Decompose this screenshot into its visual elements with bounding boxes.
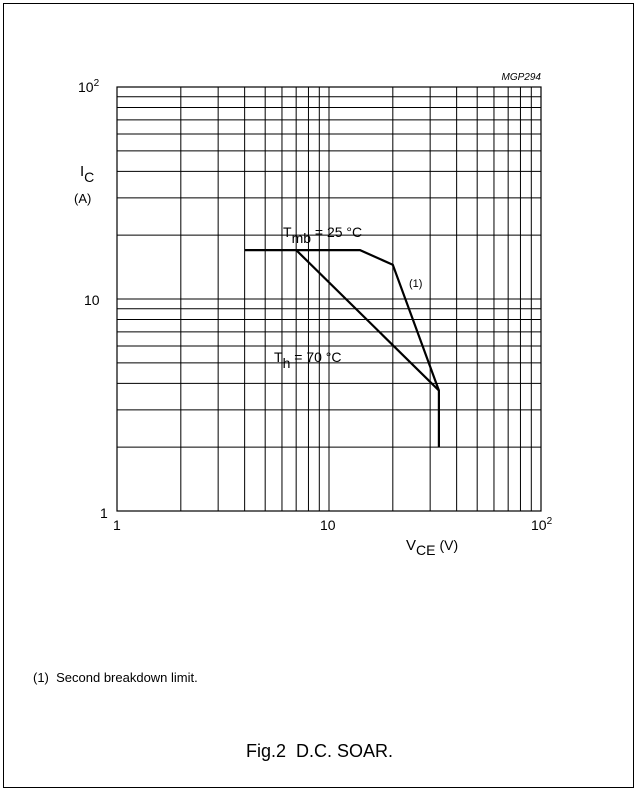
series-label-th: Th = 70 °C <box>274 349 342 371</box>
x-tick-label-10: 10 <box>320 517 336 533</box>
y-tick-label-1: 1 <box>100 505 108 521</box>
x-axis-label: VCE (V) <box>406 537 458 558</box>
y-tick-label-100: 102 <box>78 78 100 95</box>
x-tick-label-100: 102 <box>531 516 553 533</box>
chart-grid <box>117 87 541 511</box>
figure-code: MGP294 <box>502 72 542 83</box>
series-line-1 <box>295 249 440 392</box>
series-line-0 <box>244 249 440 448</box>
chart-series <box>244 249 440 448</box>
figure-frame <box>3 3 634 788</box>
series-label-tmb: Tmb = 25 °C <box>283 224 362 246</box>
plot-area-border <box>116 86 542 512</box>
footnote: (1) Second breakdown limit. <box>33 670 198 685</box>
y-tick-label-10: 10 <box>84 292 100 308</box>
y-axis-unit: (A) <box>74 191 91 206</box>
figure-caption: Fig.2 D.C. SOAR. <box>245 741 394 761</box>
x-tick-label-1: 1 <box>113 517 121 533</box>
annotation-1: (1) <box>409 278 422 290</box>
y-axis-label: IC <box>80 163 94 185</box>
